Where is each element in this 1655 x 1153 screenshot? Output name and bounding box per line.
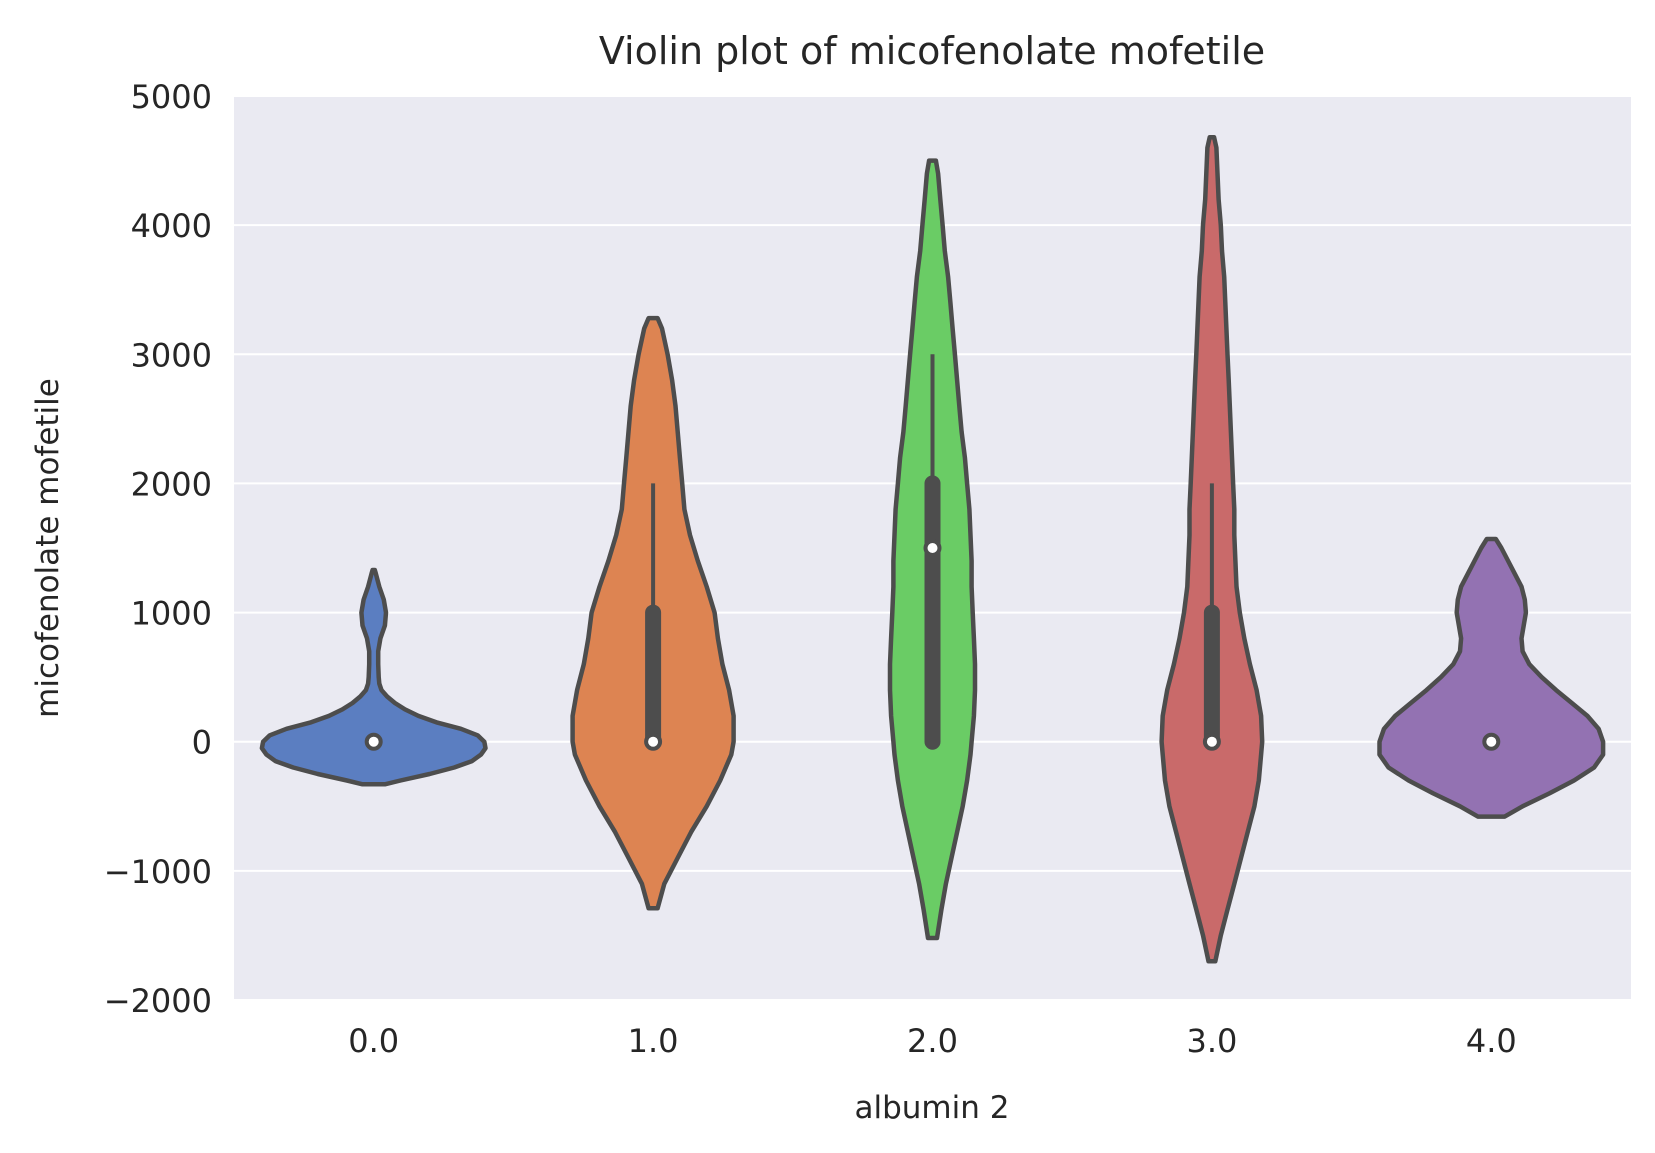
y-tick-label: 4000 bbox=[131, 207, 212, 245]
x-tick-label: 0.0 bbox=[348, 1022, 399, 1060]
violin-median-point bbox=[644, 732, 663, 751]
violin-body-0.0 bbox=[259, 567, 488, 787]
y-tick-label: 3000 bbox=[131, 336, 212, 374]
violin-median-point bbox=[364, 732, 383, 751]
y-tick-label: −2000 bbox=[104, 982, 212, 1020]
y-tick-label: 5000 bbox=[131, 78, 212, 116]
y-tick-labels: −2000 −1000 0 1000 2000 3000 4000 5000 bbox=[104, 78, 212, 1020]
violin-body-4.0 bbox=[1377, 536, 1606, 819]
y-tick-label: 1000 bbox=[131, 595, 212, 633]
y-tick-label: 0 bbox=[192, 724, 212, 762]
violins bbox=[259, 135, 1606, 964]
y-tick-label: 2000 bbox=[131, 465, 212, 503]
x-tick-label: 4.0 bbox=[1466, 1022, 1517, 1060]
chart-title: Violin plot of micofenolate mofetile bbox=[599, 29, 1265, 73]
violin-median-point bbox=[1202, 732, 1221, 751]
x-tick-labels: 0.0 1.0 2.0 3.0 4.0 bbox=[348, 1022, 1516, 1060]
y-axis-label: micofenolate mofetile bbox=[30, 378, 66, 718]
x-tick-label: 3.0 bbox=[1186, 1022, 1237, 1060]
y-tick-label: −1000 bbox=[104, 853, 212, 891]
x-tick-label: 1.0 bbox=[628, 1022, 679, 1060]
violin-median-point bbox=[1482, 732, 1501, 751]
violin-median-point bbox=[923, 539, 942, 557]
x-axis-label: albumin 2 bbox=[855, 1090, 1010, 1126]
x-tick-label: 2.0 bbox=[907, 1022, 958, 1060]
